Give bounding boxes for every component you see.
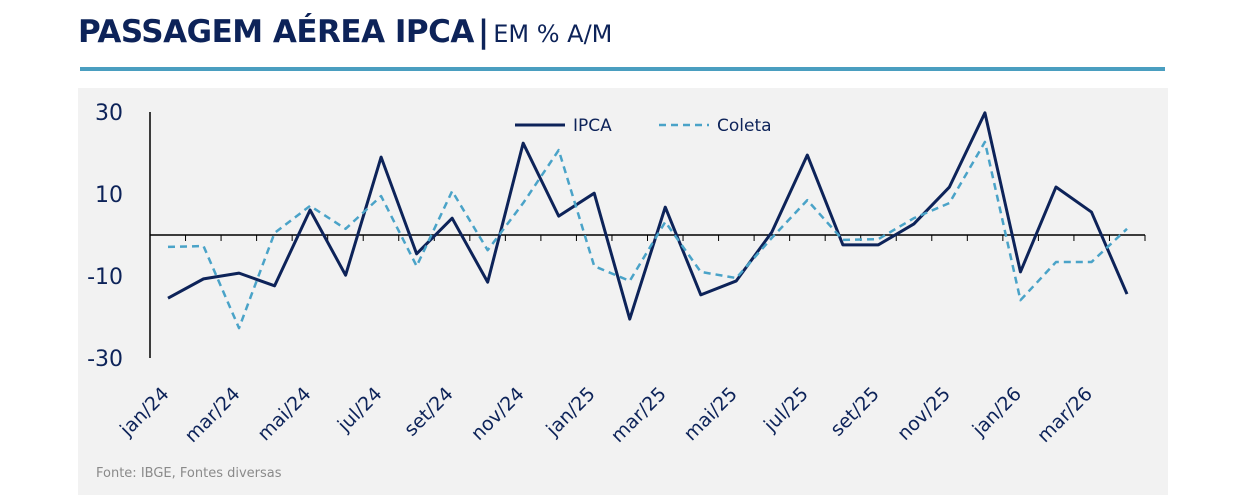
title-separator: |: [477, 14, 490, 50]
x-tick-label: set/25: [826, 383, 884, 441]
source-note: Fonte: IBGE, Fontes diversas: [96, 466, 282, 481]
series-line-coleta: [167, 140, 1128, 330]
x-tick-label: mar/25: [607, 383, 671, 447]
x-tick-label: set/24: [400, 383, 458, 441]
x-tick-label: nov/25: [893, 383, 955, 445]
title-rule: [80, 67, 1165, 71]
x-tick-label: mar/24: [181, 383, 245, 447]
x-tick-label: mai/24: [253, 383, 315, 445]
x-tick-label: jan/24: [115, 383, 173, 441]
x-tick-label: jul/24: [333, 383, 387, 437]
x-tick-label: jul/25: [759, 383, 813, 437]
y-tick-label: 30: [95, 101, 123, 126]
y-tick-label: 10: [95, 183, 123, 208]
y-tick-label: -30: [87, 347, 123, 372]
title-subtitle: EM % A/M: [493, 20, 613, 48]
x-tick-label: nov/24: [467, 383, 529, 445]
legend-label: IPCA: [573, 116, 612, 136]
chart-title: PASSAGEM AÉREA IPCA | EM % A/M: [78, 14, 612, 50]
y-tick-label: -10: [87, 265, 123, 290]
title-main: PASSAGEM AÉREA IPCA: [78, 14, 474, 50]
x-tick-label: mai/25: [680, 383, 742, 445]
x-tick-label: jan/25: [541, 383, 599, 441]
x-tick-label: mar/26: [1033, 383, 1097, 447]
legend-label: Coleta: [717, 116, 772, 136]
x-tick-label: jan/26: [968, 383, 1026, 441]
series-line-ipca: [167, 111, 1129, 321]
